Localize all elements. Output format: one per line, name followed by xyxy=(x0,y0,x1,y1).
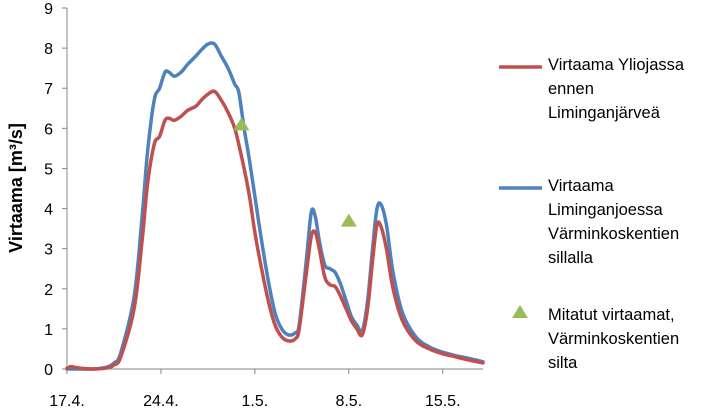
x-tick-label: 15.5. xyxy=(425,393,461,409)
legend-label-line: sillalla xyxy=(548,249,594,267)
legend-label-line: Liminganjoessa xyxy=(548,201,663,219)
x-tick-label: 1.5. xyxy=(242,393,269,409)
legend-label-line: Virtaama xyxy=(548,177,615,195)
plot-area: 0 1 2 3 4 5 6 7 8 9 17.4. 24.4. 1.5. 8.5. 15.5. xyxy=(44,1,485,409)
measured-point-marker xyxy=(233,117,250,131)
series-line-1 xyxy=(65,41,485,371)
y-tick-label: 8 xyxy=(44,41,53,58)
series-line-0 xyxy=(65,89,485,371)
legend: Virtaama Yliojassa ennen Liminganjärveä Vir… xyxy=(499,56,685,372)
y-tick-label: 4 xyxy=(44,202,53,219)
y-tick-label: 6 xyxy=(44,121,53,138)
x-tick-label: 17.4. xyxy=(49,393,85,409)
y-tick-label: 2 xyxy=(44,282,53,299)
y-tick-label: 3 xyxy=(44,242,53,259)
legend-label-line: Liminganjärveä xyxy=(548,104,661,122)
legend-label-line: Virtaama Yliojassa xyxy=(548,56,685,74)
y-axis-title: Virtaama [m³/s] xyxy=(6,123,26,253)
x-tick-label: 24.4. xyxy=(143,393,179,409)
legend-label-line: ennen xyxy=(548,80,594,98)
legend-label-line: silta xyxy=(548,354,578,372)
y-tick-label: 1 xyxy=(44,322,53,339)
y-ticks: 0 1 2 3 4 5 6 7 8 9 xyxy=(44,1,67,379)
y-tick-label: 0 xyxy=(44,362,53,379)
legend-label-line: Värminkoskentien xyxy=(548,330,679,348)
series-layer xyxy=(65,41,485,371)
legend-label-line: Mitatut virtaamat, xyxy=(548,306,675,324)
legend-label-line: Värminkoskentien xyxy=(548,225,679,243)
legend-symbol-marker xyxy=(512,305,528,318)
y-tick-label: 7 xyxy=(44,81,53,98)
x-tick-label: 8.5. xyxy=(335,393,362,409)
x-ticks: 17.4. 24.4. 1.5. 8.5. 15.5. xyxy=(49,369,461,409)
y-tick-label: 9 xyxy=(44,1,53,18)
y-tick-label: 5 xyxy=(44,161,53,178)
measured-point-marker xyxy=(340,213,357,227)
